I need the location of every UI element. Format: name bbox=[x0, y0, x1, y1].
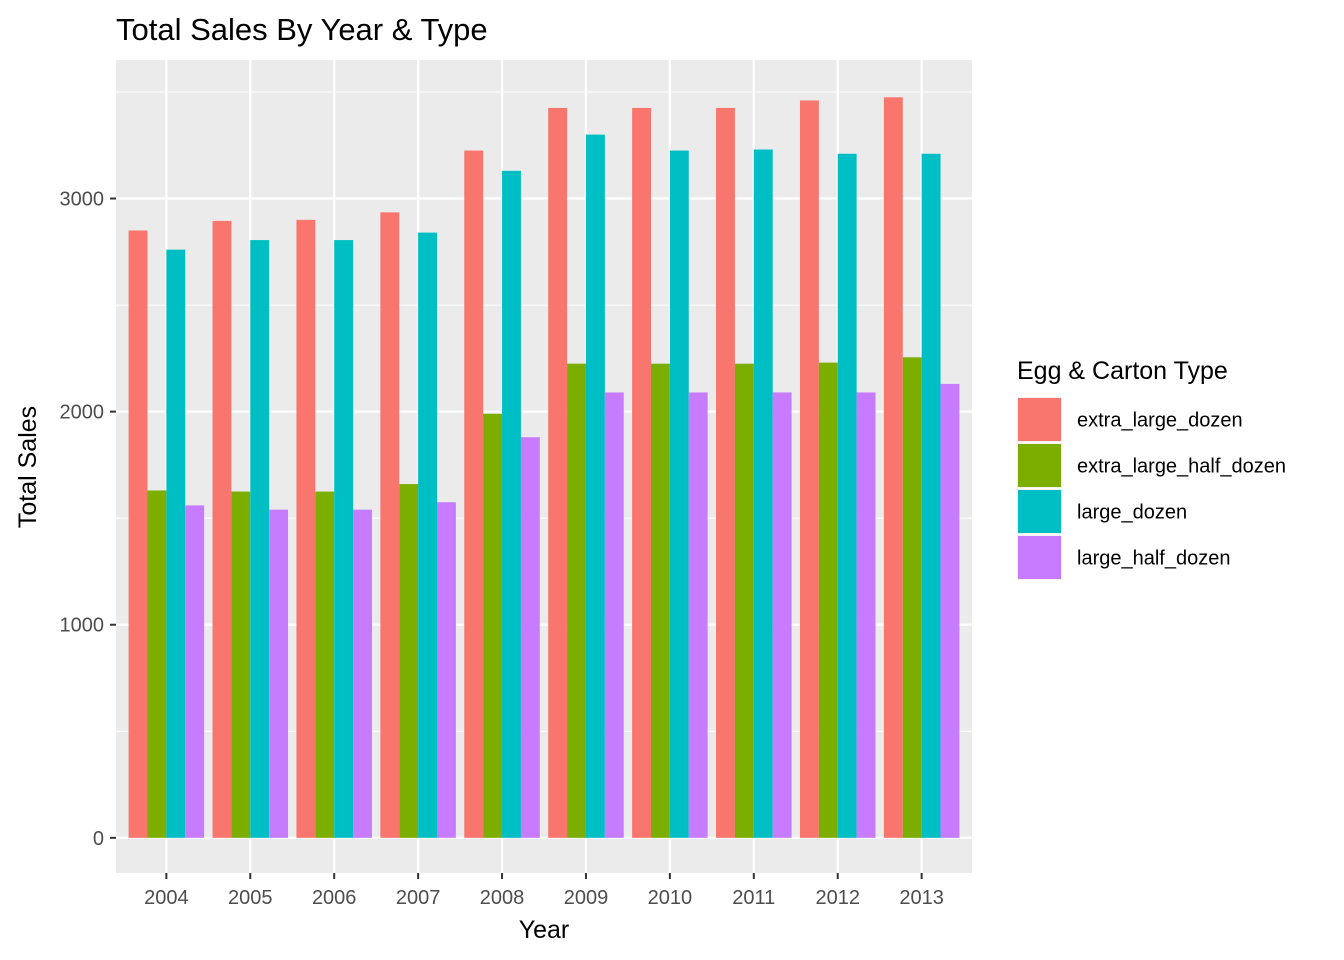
bar-extra_large_dozen-2006 bbox=[296, 219, 316, 838]
bar-large_dozen-2011 bbox=[753, 149, 773, 838]
legend-title: Egg & Carton Type bbox=[1017, 357, 1228, 385]
bar-extra_large_dozen-2004 bbox=[128, 230, 148, 838]
bar-large_dozen-2006 bbox=[334, 240, 354, 838]
bar-extra_large_dozen-2005 bbox=[212, 220, 232, 838]
y-tick-label: 0 bbox=[93, 828, 104, 850]
bar-extra_large_dozen-2009 bbox=[548, 107, 568, 838]
legend-key-large_half_dozen bbox=[1018, 536, 1061, 579]
legend-label-extra_large_half_dozen: extra_large_half_dozen bbox=[1077, 456, 1286, 478]
x-tick-label: 2012 bbox=[815, 887, 860, 909]
x-tick-label: 2006 bbox=[312, 887, 357, 909]
x-tick-label: 2005 bbox=[228, 887, 273, 909]
bar-extra_large_half_dozen-2009 bbox=[567, 363, 586, 838]
bar-large_dozen-2010 bbox=[669, 150, 689, 838]
bar-large_half_dozen-2009 bbox=[604, 392, 624, 838]
x-tick-label: 2013 bbox=[899, 887, 944, 909]
bars bbox=[128, 97, 960, 838]
bar-large_half_dozen-2011 bbox=[772, 392, 792, 838]
legend-label-extra_large_dozen: extra_large_dozen bbox=[1077, 410, 1243, 432]
x-tick-label: 2010 bbox=[648, 887, 693, 909]
bar-large_dozen-2012 bbox=[837, 153, 857, 838]
bar-extra_large_half_dozen-2010 bbox=[651, 363, 670, 838]
bar-large_dozen-2008 bbox=[502, 170, 521, 838]
bar-large_dozen-2013 bbox=[921, 153, 941, 838]
bar-extra_large_half_dozen-2007 bbox=[399, 484, 419, 838]
legend-key-extra_large_half_dozen bbox=[1018, 444, 1061, 487]
x-tick-label: 2004 bbox=[144, 887, 189, 909]
y-axis-title: Total Sales bbox=[14, 406, 42, 528]
x-axis: 2004 2005 2006 2007 2008 2009 2010 2011 2012 2013 bbox=[144, 873, 944, 909]
legend-label-large_half_dozen: large_half_dozen bbox=[1077, 548, 1230, 570]
chart-title: Total Sales By Year & Type bbox=[116, 12, 488, 47]
bar-large_half_dozen-2010 bbox=[688, 392, 708, 838]
legend-label-large_dozen: large_dozen bbox=[1077, 502, 1187, 524]
bar-large_dozen-2009 bbox=[585, 134, 605, 838]
bar-extra_large_dozen-2010 bbox=[632, 107, 651, 838]
bar-extra_large_half_dozen-2011 bbox=[734, 363, 754, 838]
bar-extra_large_dozen-2013 bbox=[883, 97, 903, 838]
x-tick-label: 2009 bbox=[564, 887, 609, 909]
bar-extra_large_dozen-2012 bbox=[799, 100, 819, 838]
x-tick-label: 2007 bbox=[396, 887, 441, 909]
bar-large_half_dozen-2006 bbox=[353, 509, 372, 838]
x-tick-label: 2008 bbox=[480, 887, 525, 909]
bar-extra_large_dozen-2007 bbox=[380, 212, 400, 838]
bar-extra_large_half_dozen-2012 bbox=[818, 362, 838, 838]
bar-extra_large_half_dozen-2006 bbox=[315, 491, 335, 838]
bar-large_dozen-2007 bbox=[418, 232, 437, 838]
bar-extra_large_half_dozen-2013 bbox=[902, 357, 922, 838]
bar-large_half_dozen-2007 bbox=[437, 502, 456, 838]
bar-extra_large_half_dozen-2004 bbox=[147, 490, 167, 838]
x-tick-label: 2011 bbox=[732, 887, 775, 909]
legend-items: extra_large_dozen extra_large_half_dozenl… bbox=[1017, 397, 1286, 580]
bar-extra_large_half_dozen-2005 bbox=[231, 491, 251, 838]
bar-extra_large_dozen-2008 bbox=[464, 150, 484, 838]
y-tick-label: 2000 bbox=[60, 402, 105, 424]
legend: Egg & Carton Type extra_large_dozenextra… bbox=[1017, 357, 1286, 580]
y-axis: 0 1000 2000 3000 bbox=[60, 189, 116, 850]
legend-key-extra_large_dozen bbox=[1018, 398, 1061, 441]
bar-large_half_dozen-2013 bbox=[940, 383, 960, 838]
bar-large_half_dozen-2005 bbox=[269, 509, 289, 838]
bar-large_half_dozen-2008 bbox=[520, 437, 540, 838]
bar-large_dozen-2004 bbox=[166, 249, 186, 838]
y-tick-label: 1000 bbox=[60, 615, 105, 637]
bar-extra_large_half_dozen-2008 bbox=[483, 413, 503, 838]
x-axis-title: Year bbox=[519, 916, 570, 944]
bar-extra_large_dozen-2011 bbox=[716, 107, 735, 838]
bar-large_half_dozen-2012 bbox=[856, 392, 876, 838]
bar-large_half_dozen-2004 bbox=[185, 505, 205, 838]
legend-key-large_dozen bbox=[1018, 490, 1061, 533]
bar-large_dozen-2005 bbox=[250, 240, 270, 838]
y-tick-label: 3000 bbox=[60, 189, 105, 211]
